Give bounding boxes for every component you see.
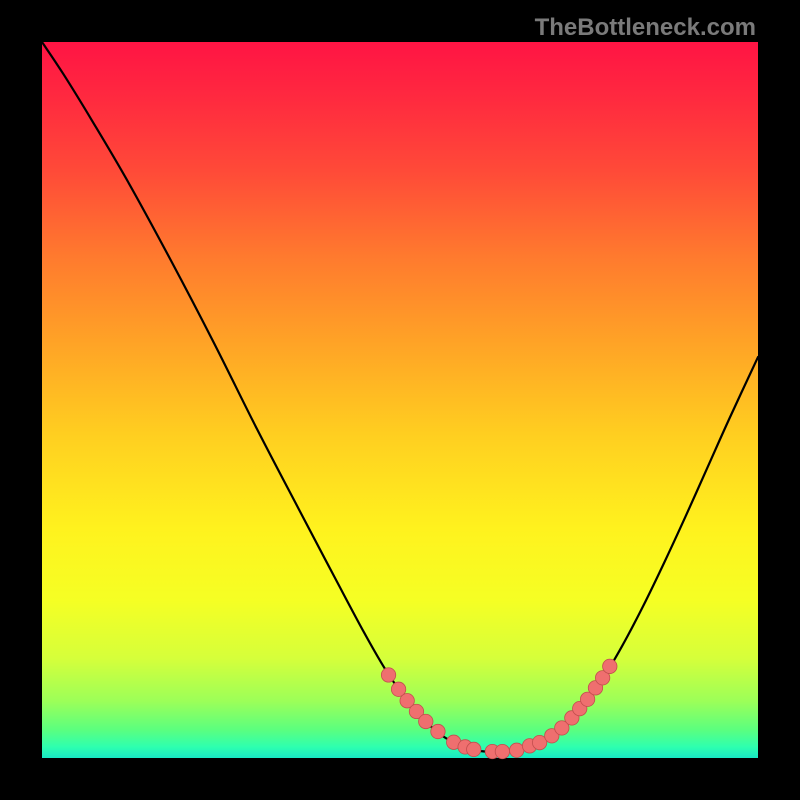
watermark-text: TheBottleneck.com (535, 14, 756, 42)
plot-gradient-background (42, 42, 758, 758)
chart-frame: TheBottleneck.com (0, 0, 800, 800)
